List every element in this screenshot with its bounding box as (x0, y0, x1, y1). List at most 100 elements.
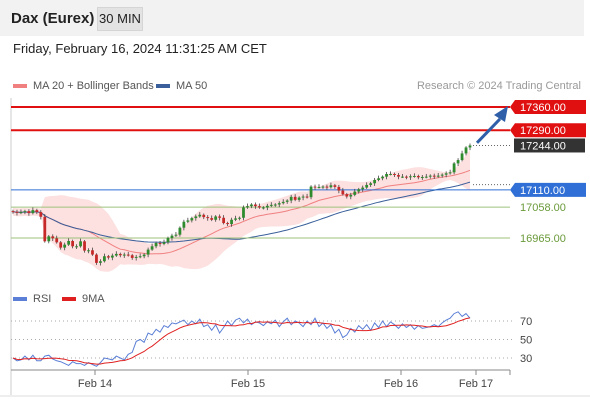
candle (265, 203, 269, 211)
candle (285, 199, 289, 204)
candle-body (405, 176, 408, 178)
candle-body (91, 250, 94, 255)
candle-body (210, 218, 214, 220)
candle (460, 150, 464, 162)
candle-body (59, 242, 63, 248)
candle (47, 235, 51, 244)
candle-body (381, 176, 384, 179)
candle-body (333, 185, 337, 187)
candle (186, 217, 190, 224)
candle (51, 234, 55, 241)
candle (230, 217, 233, 227)
candle-body (289, 196, 293, 201)
candle (420, 174, 424, 180)
x-tick-label: Feb 15 (231, 378, 265, 390)
candle (412, 173, 416, 178)
candle-body (345, 194, 349, 197)
candle (91, 247, 94, 256)
candle (75, 244, 78, 249)
ma9-swatch (62, 297, 76, 301)
candle (246, 203, 249, 209)
candle (313, 184, 317, 190)
resistance-label: 17290.00 (510, 123, 586, 138)
candle (103, 253, 106, 263)
candle (55, 235, 59, 244)
candle (361, 185, 365, 192)
pivot-label-bg (514, 138, 585, 153)
candle-body (412, 175, 416, 177)
candle-body (47, 236, 51, 242)
candle (19, 209, 23, 215)
candle (273, 203, 277, 207)
candle (297, 196, 301, 202)
candle-body (341, 190, 345, 195)
candle (309, 185, 313, 200)
legend-ma50: MA 50 (156, 80, 207, 92)
candle (365, 182, 369, 189)
candle-body (250, 204, 253, 207)
candle (456, 158, 460, 167)
legend-rsi: RSI (13, 293, 51, 305)
ma50-line (12, 181, 471, 243)
candle-body (349, 194, 353, 197)
candle (158, 240, 162, 247)
candle-body (357, 189, 361, 192)
candle (95, 253, 98, 265)
candle-body (198, 214, 202, 217)
candle (15, 209, 19, 216)
ma50-swatch (156, 84, 170, 88)
candle-body (11, 211, 15, 213)
candle (452, 162, 456, 175)
candle (254, 202, 257, 209)
pivot-label: 17244.00 (514, 138, 585, 153)
candle (373, 177, 377, 186)
candle-body (269, 204, 273, 206)
candle (444, 171, 448, 178)
candle-body (134, 256, 138, 258)
candle-body (130, 255, 134, 258)
candle (146, 247, 150, 258)
candle-body (424, 176, 428, 178)
candle (464, 146, 468, 156)
candle (436, 172, 440, 178)
candle (67, 238, 71, 246)
candle-body (309, 186, 313, 198)
candle (333, 183, 337, 189)
candle-body (321, 186, 325, 188)
candle-body (265, 205, 269, 208)
candle (345, 192, 349, 199)
candle-body (416, 175, 420, 178)
candle-body (190, 218, 194, 221)
candle (393, 172, 396, 177)
candle (106, 254, 110, 260)
candle (31, 207, 35, 215)
candle (130, 253, 134, 260)
candle-body (261, 207, 265, 209)
candle-body (138, 256, 142, 258)
support-label: 17110.00 (510, 182, 586, 197)
candle (35, 208, 39, 215)
legend-ma9: 9MA (62, 293, 105, 305)
candle-body (103, 256, 106, 262)
candle (305, 193, 309, 199)
candle-body (440, 174, 444, 176)
resistance-label-text: 17360.00 (520, 102, 566, 114)
candle (122, 252, 126, 258)
candle-body (27, 211, 31, 214)
candle-body (246, 206, 249, 208)
timeframe-button[interactable]: 30 MIN (97, 7, 143, 31)
candle-body (448, 172, 452, 174)
candle-body (464, 147, 468, 154)
candle (238, 216, 241, 221)
candle (377, 175, 380, 182)
candle (222, 215, 226, 225)
rsi-tick-label: 30 (520, 353, 532, 365)
candle-body (397, 174, 400, 177)
candle (381, 175, 384, 181)
support-label-bg (510, 182, 586, 197)
candle-body (325, 186, 329, 188)
candle-body (369, 183, 373, 185)
candle-body (55, 238, 59, 243)
candle-body (234, 218, 237, 220)
